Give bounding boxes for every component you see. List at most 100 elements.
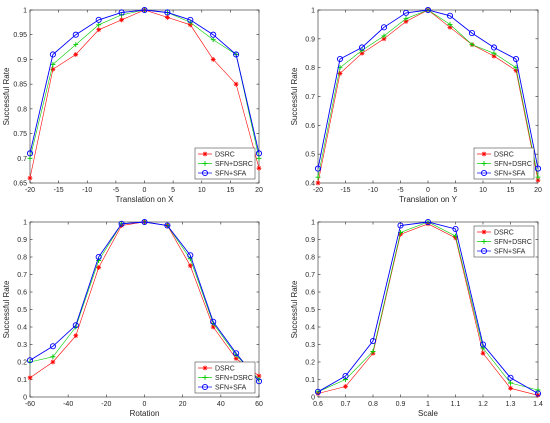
data-point — [72, 322, 79, 329]
x-tick-label: -20 — [313, 187, 323, 194]
x-tick-label: 10 — [198, 187, 206, 194]
data-point — [336, 55, 344, 63]
data-point — [187, 256, 193, 262]
data-point — [119, 17, 124, 23]
data-point — [512, 55, 520, 63]
data-point — [508, 380, 513, 386]
chart-panel-3: -60 -40 -20 0 20 40 60 0 0.1 0.2 0.3 0.4 0.5 0.6 0.7 0.… — [2, 218, 263, 418]
y-axis-label: Successful Rate — [2, 280, 11, 338]
data-point — [73, 333, 79, 339]
legend-label: SFN+SFA — [494, 249, 526, 256]
legend-marker — [202, 151, 208, 157]
x-tick-label: -10 — [368, 187, 378, 194]
y-tick-label: 0.7 — [305, 272, 315, 279]
data-point — [255, 150, 263, 157]
legend-label: SFN+SFA — [494, 171, 526, 178]
y-tick-label: 0.4 — [305, 181, 315, 188]
legend-label: SFN+DSRC — [494, 161, 532, 168]
y-tick-label: 0.3 — [17, 342, 27, 349]
y-tick-label: 0.8 — [17, 255, 27, 262]
x-tick-label: 0.7 — [341, 401, 351, 408]
data-point — [96, 22, 102, 28]
x-tick-label: 1.2 — [478, 401, 488, 408]
series-sfn-sfa — [314, 6, 542, 172]
series-sfn-sfa — [26, 6, 263, 157]
legend-marker — [481, 161, 487, 166]
y-tick-label: 0.8 — [305, 255, 315, 262]
y-tick-label: 0.9 — [17, 237, 27, 244]
data-point — [210, 324, 216, 330]
data-point — [480, 345, 486, 351]
x-tick-label: 5 — [171, 187, 175, 194]
data-point — [369, 337, 377, 345]
x-tick-label: 15 — [226, 187, 234, 194]
x-tick-label: 20 — [534, 187, 542, 194]
legend-marker — [481, 229, 487, 235]
x-tick-label: 5 — [454, 187, 458, 194]
data-point — [118, 9, 125, 16]
y-tick-label: 0.8 — [305, 65, 315, 72]
legend-marker — [481, 151, 487, 157]
data-point — [343, 384, 348, 389]
data-point — [26, 150, 34, 157]
data-point — [424, 218, 432, 226]
x-tick-label: 1 — [426, 401, 430, 408]
legend-label: SFN+SFA — [215, 385, 247, 392]
series-line — [317, 221, 539, 394]
x-axis-label: Rotation — [130, 409, 160, 418]
y-tick-label: 0.65 — [13, 181, 27, 188]
data-point — [141, 218, 148, 226]
data-point — [358, 44, 366, 51]
data-point — [96, 27, 102, 33]
legend-label: DSRC — [215, 366, 235, 373]
series-line — [317, 9, 539, 169]
data-point — [256, 165, 262, 171]
data-point — [343, 377, 348, 382]
series-sfn-sfa — [314, 218, 542, 397]
data-point — [359, 50, 365, 56]
data-point — [447, 24, 453, 30]
data-point — [233, 350, 240, 357]
legend: DSRC SFN+DSRC SFN+SFA — [473, 147, 535, 180]
data-point — [535, 387, 541, 393]
data-point — [255, 378, 263, 385]
data-point — [26, 357, 34, 364]
y-tick-label: 0.7 — [17, 156, 27, 163]
data-point — [49, 343, 56, 350]
legend-marker — [201, 169, 209, 177]
legend-marker — [480, 247, 488, 255]
data-point — [446, 12, 454, 19]
data-point — [72, 31, 79, 38]
data-point — [380, 24, 388, 31]
x-tick-label: -15 — [340, 187, 350, 194]
data-point — [337, 71, 343, 76]
data-point — [210, 57, 216, 62]
x-tick-label: -5 — [397, 187, 403, 194]
x-tick-label: -20 — [25, 187, 35, 194]
data-point — [233, 81, 239, 87]
legend: DSRC SFN+DSRC SFN+SFA — [194, 147, 256, 180]
data-point — [534, 165, 542, 172]
series-sfn-sfa — [26, 218, 263, 385]
data-point — [468, 30, 476, 37]
y-tick-label: 0.3 — [305, 342, 315, 349]
data-point — [403, 16, 409, 22]
y-tick-label: 1 — [23, 220, 27, 227]
data-point — [508, 385, 513, 391]
data-point — [210, 37, 216, 43]
data-point — [118, 220, 125, 227]
legend-label: SFN+DSRC — [215, 161, 253, 168]
legend-label: DSRC — [494, 152, 514, 159]
data-point — [403, 19, 409, 24]
data-point — [187, 16, 194, 23]
x-axis-label: Translation on X — [116, 195, 175, 204]
data-point — [164, 9, 171, 16]
legend-label: DSRC — [215, 152, 235, 159]
y-tick-label: 0.6 — [305, 290, 315, 297]
y-axis-label: Successful Rate — [290, 280, 299, 338]
x-tick-label: 1.1 — [451, 401, 461, 408]
data-point — [27, 375, 33, 381]
y-tick-label: 0.5 — [305, 307, 315, 314]
data-point — [452, 225, 459, 233]
